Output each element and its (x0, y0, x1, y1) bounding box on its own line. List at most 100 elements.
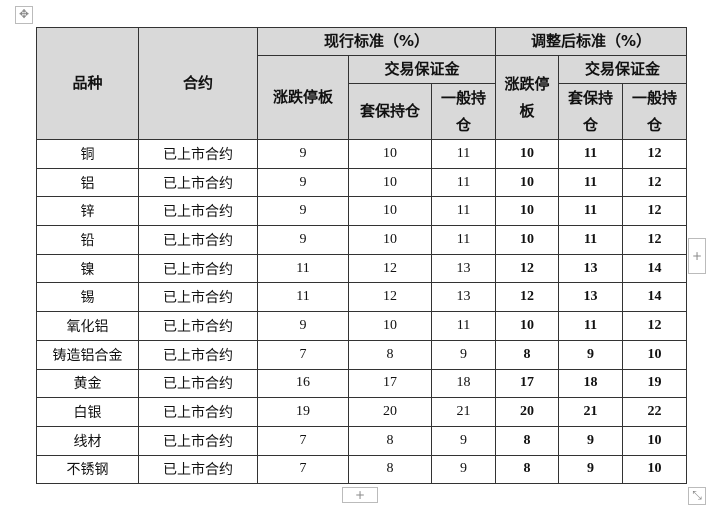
table-row: 锌已上市合约 9 10 11 10 11 12 (36, 196, 688, 227)
table-cell: 11 (430, 167, 497, 198)
table-cell: 已上市合约 (138, 368, 258, 399)
table-cell: 11 (430, 225, 497, 255)
add-row[interactable]: + (342, 487, 378, 503)
table-cell: 16 (257, 368, 349, 399)
table-row: 锡已上市合约 11 12 13 12 13 14 (36, 282, 688, 313)
table-cell: 已上市合约 (138, 454, 258, 485)
table-cell: 11 (257, 282, 349, 313)
table-cell: 已上市合约 (138, 311, 258, 341)
table-cell: 已上市合约 (138, 397, 258, 427)
header-cell: 交易保证金 (558, 55, 688, 84)
table-cell: 12 (348, 282, 432, 313)
table-cell: 9 (430, 425, 497, 456)
table-cell: 8 (348, 454, 432, 485)
table-cell: 11 (558, 311, 624, 341)
table-cell: 9 (257, 225, 349, 255)
table-cell: 黄金 (36, 368, 139, 399)
table-cell: 线材 (36, 425, 139, 456)
table-cell: 已上市合约 (138, 167, 258, 198)
add-column[interactable]: + (688, 238, 706, 274)
table-cell: 9 (558, 425, 624, 456)
table-cell: 9 (257, 139, 349, 169)
table-cell: 11 (430, 311, 497, 341)
table-cell: 12 (622, 311, 688, 341)
header-cell: 一般持仓 (622, 83, 688, 140)
table-cell: 氧化铝 (36, 311, 139, 341)
table-cell: 11 (430, 139, 497, 169)
table-cell: 白银 (36, 397, 139, 427)
header-cell: 调整后标准（%） (495, 27, 688, 56)
table-cell: 20 (348, 397, 432, 427)
table-cell: 12 (622, 139, 688, 169)
table-cell: 12 (495, 282, 560, 313)
table-cell: 21 (430, 397, 497, 427)
table-cell: 12 (348, 253, 432, 284)
table-cell: 13 (558, 282, 624, 313)
table-cell: 13 (558, 253, 624, 284)
table-cell: 7 (257, 425, 349, 456)
table-row: 镍已上市合约 11 12 13 12 13 14 (36, 253, 688, 284)
table-cell: 8 (495, 339, 560, 370)
table-cell: 9 (430, 454, 497, 485)
table-cell: 10 (348, 196, 432, 227)
table-cell: 已上市合约 (138, 339, 258, 370)
header-cell: 交易保证金 (347, 55, 497, 84)
table-cell: 14 (622, 253, 688, 284)
table-row: 线材 已上市合约 7 8 9 8 9 10 (36, 425, 688, 456)
table-row: 不锈钢 已上市合约 7 8 9 8 9 10 (36, 454, 688, 485)
table-cell: 12 (622, 167, 688, 198)
table-cell: 10 (348, 139, 432, 169)
table-cell: 10 (348, 167, 432, 198)
move-handle[interactable]: ✥ (15, 6, 33, 24)
header-cell: 品种 (36, 27, 139, 140)
table-cell: 9 (558, 339, 624, 370)
table-cell: 10 (348, 225, 432, 255)
table-cell: 11 (430, 196, 497, 227)
table-cell: 10 (495, 196, 560, 227)
table-cell: 9 (558, 454, 624, 485)
table-cell: 18 (430, 368, 497, 399)
table-cell: 已上市合约 (138, 282, 258, 313)
table-cell: 13 (430, 253, 497, 284)
table-cell: 10 (622, 454, 688, 485)
table-cell: 17 (348, 368, 432, 399)
table-cell: 22 (622, 397, 688, 427)
table-cell: 已上市合约 (138, 196, 258, 227)
header-cell: 涨跌停板 (257, 55, 349, 140)
table-cell: 锌 (36, 196, 139, 227)
table-cell: 8 (495, 454, 560, 485)
table-cell: 7 (257, 339, 349, 370)
table-cell: 19 (622, 368, 688, 399)
header-cell: 套保持仓 (558, 83, 624, 140)
table-cell: 锡 (36, 282, 139, 313)
table-cell: 10 (348, 311, 432, 341)
table-row: 铝已上市合约 9 10 11 10 11 12 (36, 167, 688, 198)
table-cell: 已上市合约 (138, 225, 258, 255)
table-cell: 镍 (36, 253, 139, 284)
table-cell: 8 (348, 339, 432, 370)
header-cell: 涨跌停板 (495, 55, 560, 140)
table-cell: 10 (495, 139, 560, 169)
table-cell: 已上市合约 (138, 139, 258, 169)
table-cell: 21 (558, 397, 624, 427)
header-cell: 合约 (138, 27, 258, 140)
table-cell: 已上市合约 (138, 425, 258, 456)
table-cell: 10 (495, 311, 560, 341)
table-row: 铅已上市合约 9 10 11 10 11 12 (36, 225, 688, 255)
header-cell: 现行标准（%） (256, 27, 497, 56)
header-cell: 一般持仓 (430, 83, 497, 140)
table-row: 白银 已上市合约 19 20 21 20 21 22 (36, 397, 688, 427)
table-cell: 18 (558, 368, 624, 399)
table-row: 黄金 已上市合约 16 17 18 17 18 19 (36, 368, 688, 399)
table-cell: 13 (430, 282, 497, 313)
resize-handle[interactable]: ⤡ (688, 487, 706, 505)
table-cell: 9 (430, 339, 497, 370)
header-cell: 套保持仓 (348, 83, 432, 140)
table-cell: 10 (495, 225, 560, 255)
table-row: 铸造铝合金 已上市合约 7 8 9 8 9 10 (36, 339, 688, 370)
table: 品种 合约 现行标准（%） 调整后标准（%） 涨跌停板 交易保证金 涨跌停板 交易保证金 套… (36, 27, 688, 485)
table-cell: 17 (495, 368, 560, 399)
table-cell: 10 (622, 425, 688, 456)
table-body: 铜已上市合约 9 10 11 10 11 12 铝已上市合约 9 10 11 10 11 12 锌已上市合约… (36, 139, 688, 485)
